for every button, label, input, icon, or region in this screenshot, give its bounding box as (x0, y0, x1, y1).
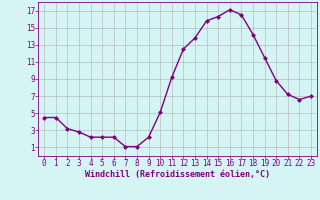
X-axis label: Windchill (Refroidissement éolien,°C): Windchill (Refroidissement éolien,°C) (85, 170, 270, 179)
